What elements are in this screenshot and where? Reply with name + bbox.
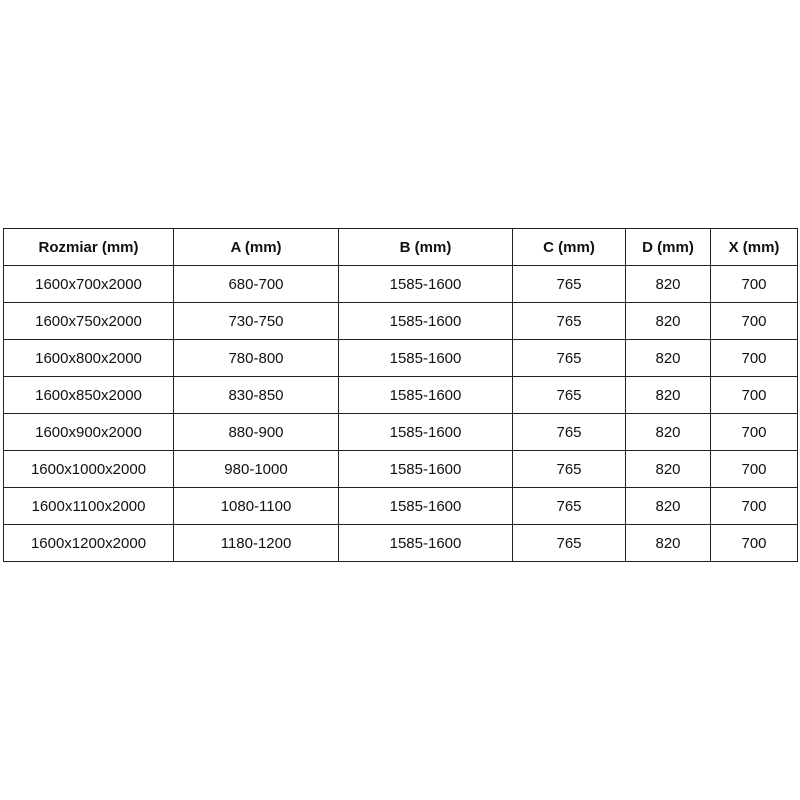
table-cell: 765 — [512, 265, 626, 303]
table-cell: 700 — [710, 450, 798, 488]
table-cell: 765 — [512, 302, 626, 340]
table-cell: 1600x900x2000 — [3, 413, 174, 451]
table-cell: 1600x700x2000 — [3, 265, 174, 303]
column-header: C (mm) — [512, 228, 626, 266]
table-cell: 1600x850x2000 — [3, 376, 174, 414]
table-cell: 1600x800x2000 — [3, 339, 174, 377]
table-cell: 765 — [512, 413, 626, 451]
table-cell: 1600x1100x2000 — [3, 487, 174, 525]
table-cell: 1585-1600 — [338, 450, 513, 488]
table-cell: 680-700 — [173, 265, 339, 303]
column-header: B (mm) — [338, 228, 513, 266]
table-cell: 980-1000 — [173, 450, 339, 488]
table-cell: 765 — [512, 376, 626, 414]
table-cell: 1080-1100 — [173, 487, 339, 525]
table-row: 1600x800x2000 780-800 1585-1600 765 820 700 — [3, 339, 798, 377]
table-cell: 820 — [625, 339, 711, 377]
table-row: 1600x850x2000 830-850 1585-1600 765 820 700 — [3, 376, 798, 414]
table-cell: 1180-1200 — [173, 524, 339, 562]
column-header: A (mm) — [173, 228, 339, 266]
table-cell: 700 — [710, 413, 798, 451]
table-row: 1600x900x2000 880-900 1585-1600 765 820 700 — [3, 413, 798, 451]
table-cell: 820 — [625, 302, 711, 340]
table-row: 1600x750x2000 730-750 1585-1600 765 820 700 — [3, 302, 798, 340]
table-cell: 700 — [710, 302, 798, 340]
table-cell: 1600x1200x2000 — [3, 524, 174, 562]
table-cell: 820 — [625, 524, 711, 562]
table-cell: 1585-1600 — [338, 524, 513, 562]
table-cell: 1600x750x2000 — [3, 302, 174, 340]
table-cell: 765 — [512, 339, 626, 377]
column-header: X (mm) — [710, 228, 798, 266]
table-cell: 1585-1600 — [338, 376, 513, 414]
table-row: 1600x1100x2000 1080-1100 1585-1600 765 820 70… — [3, 487, 798, 525]
table-cell: 1585-1600 — [338, 265, 513, 303]
table-cell: 820 — [625, 487, 711, 525]
table-cell: 700 — [710, 376, 798, 414]
table-cell: 765 — [512, 487, 626, 525]
table-row: 1600x1200x2000 1180-1200 1585-1600 765 820 70… — [3, 524, 798, 562]
table-cell: 1585-1600 — [338, 339, 513, 377]
table-cell: 880-900 — [173, 413, 339, 451]
table-cell: 1585-1600 — [338, 413, 513, 451]
table-cell: 730-750 — [173, 302, 339, 340]
table-cell: 1585-1600 — [338, 302, 513, 340]
header-row: Rozmiar (mm) A (mm) B (mm) C (mm) D (mm) X (m… — [3, 228, 798, 266]
table-cell: 765 — [512, 524, 626, 562]
dimensions-table: Rozmiar (mm) A (mm) B (mm) C (mm) D (mm) X (m… — [3, 228, 798, 562]
table-cell: 820 — [625, 265, 711, 303]
table-cell: 820 — [625, 376, 711, 414]
column-header: Rozmiar (mm) — [3, 228, 174, 266]
column-header: D (mm) — [625, 228, 711, 266]
table-cell: 1600x1000x2000 — [3, 450, 174, 488]
table-cell: 700 — [710, 339, 798, 377]
table-cell: 820 — [625, 450, 711, 488]
table-cell: 820 — [625, 413, 711, 451]
table-cell: 700 — [710, 265, 798, 303]
table-cell: 700 — [710, 524, 798, 562]
table-cell: 700 — [710, 487, 798, 525]
table-cell: 830-850 — [173, 376, 339, 414]
table-row: 1600x700x2000 680-700 1585-1600 765 820 700 — [3, 265, 798, 303]
table-cell: 780-800 — [173, 339, 339, 377]
table-cell: 1585-1600 — [338, 487, 513, 525]
table-cell: 765 — [512, 450, 626, 488]
table-row: 1600x1000x2000 980-1000 1585-1600 765 820 700 — [3, 450, 798, 488]
